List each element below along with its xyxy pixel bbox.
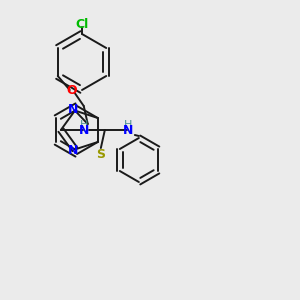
Text: N: N <box>79 124 89 136</box>
Text: N: N <box>123 124 133 136</box>
Text: H: H <box>80 120 88 130</box>
Text: Cl: Cl <box>75 17 88 31</box>
Text: N: N <box>68 103 78 116</box>
Text: S: S <box>96 148 105 161</box>
Text: H: H <box>124 120 132 130</box>
Text: O: O <box>66 83 77 97</box>
Text: N: N <box>68 144 78 157</box>
